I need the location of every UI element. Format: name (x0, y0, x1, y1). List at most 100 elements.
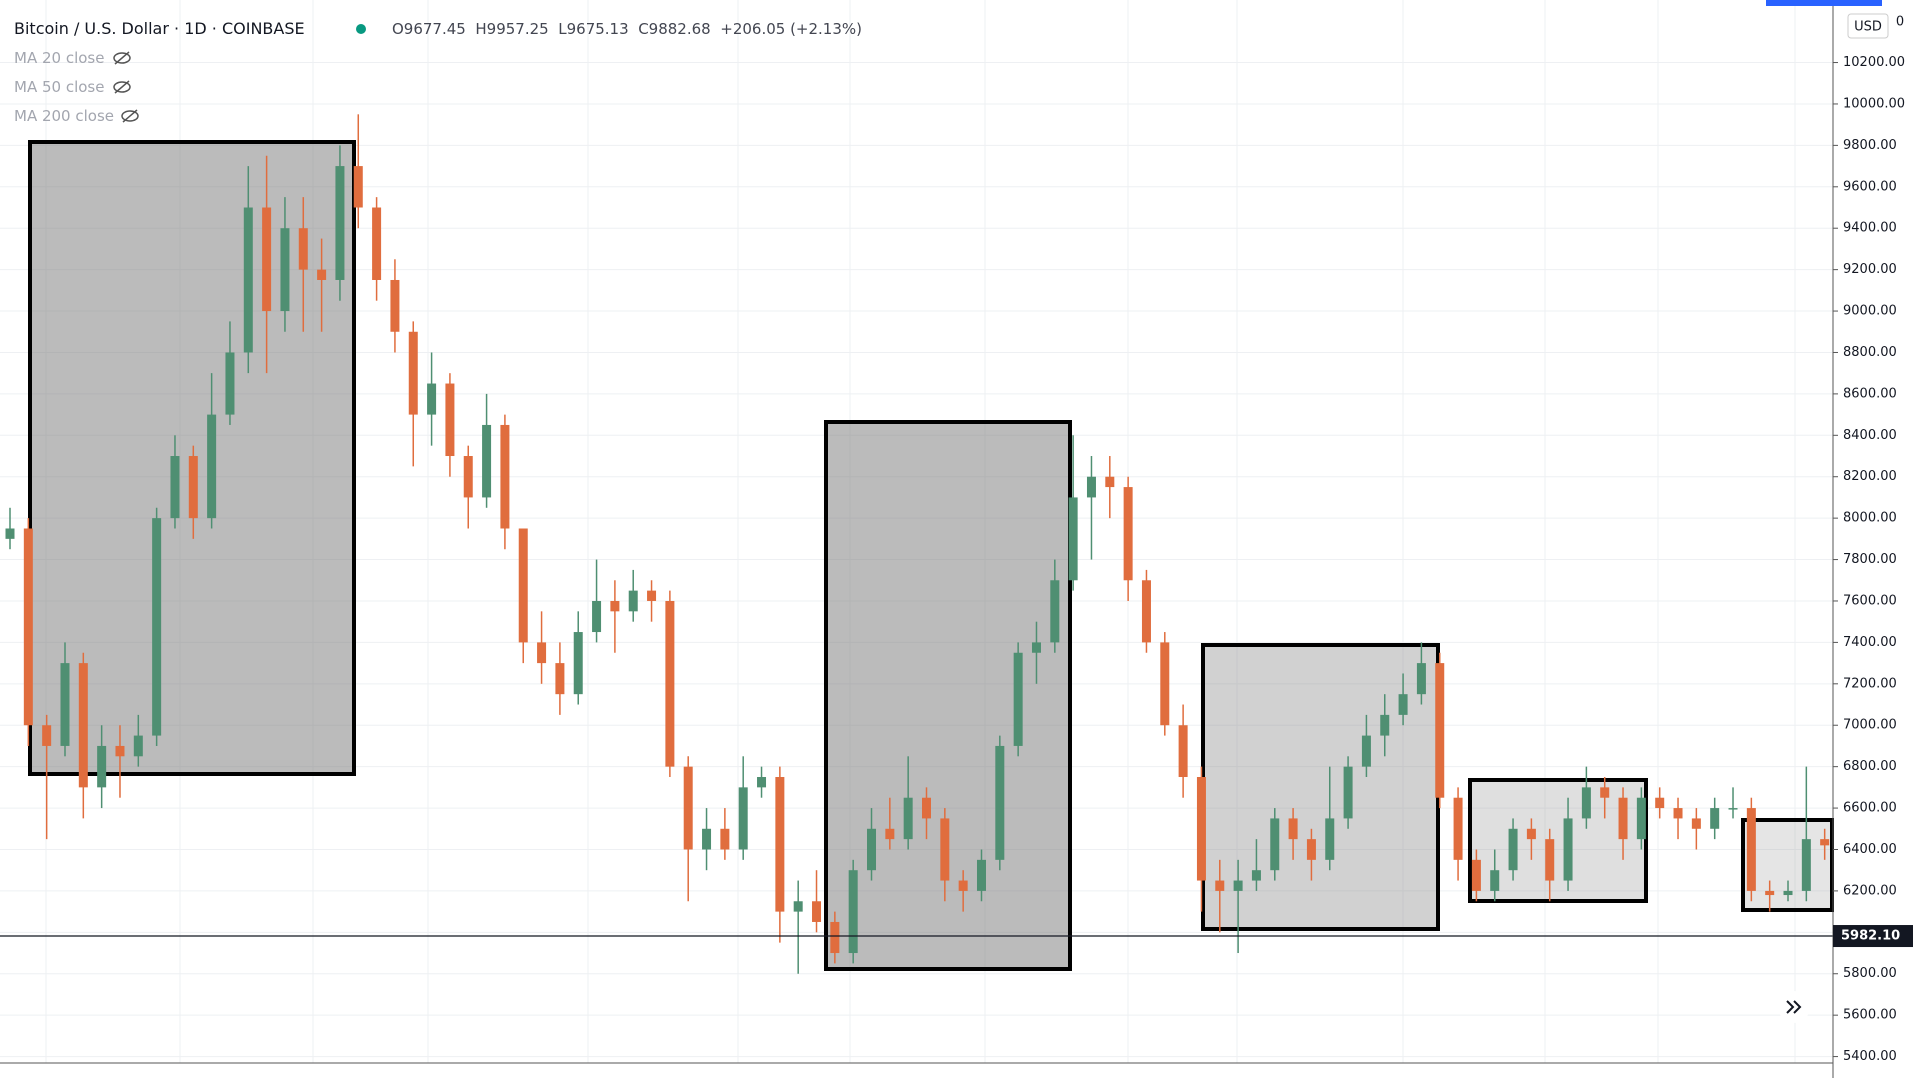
y-tick-label: 8200.00 (1843, 469, 1897, 484)
candle-body (1178, 725, 1188, 778)
y-tick-label: 8800.00 (1843, 345, 1897, 360)
currency-label: USD (1854, 20, 1882, 35)
candle-body (1215, 880, 1225, 891)
candles (0, 114, 1833, 974)
candle-body (573, 632, 583, 695)
candle-body (665, 600, 675, 767)
candle-body (1673, 808, 1683, 819)
candle-body (133, 735, 143, 757)
candle-body (170, 456, 180, 519)
candle-body (1123, 487, 1133, 581)
candle-body (1251, 870, 1261, 881)
candle-body (1288, 818, 1298, 840)
eye-icon[interactable] (113, 81, 131, 93)
indicator-label[interactable]: MA 20 close (14, 49, 104, 67)
candle-body (1435, 663, 1445, 798)
candle-body (830, 921, 840, 954)
candle-body (976, 859, 986, 891)
candle-body (408, 331, 418, 415)
y-tick-label: 9400.00 (1843, 221, 1897, 236)
hidden-icons (113, 51, 139, 123)
rectangle-drawing (824, 420, 1072, 971)
candle-body (1050, 580, 1060, 643)
candle-body (1636, 797, 1646, 840)
candle-body (1361, 735, 1371, 767)
eye-icon[interactable] (121, 110, 139, 122)
corner-label: 0 (1896, 15, 1904, 30)
candle-body (353, 166, 363, 208)
scroll-button[interactable] (1778, 991, 1810, 1023)
toolbar-indicator (1766, 0, 1882, 6)
y-tick-label: 7800.00 (1843, 552, 1897, 567)
candle-body (500, 424, 510, 529)
candle-body (1765, 890, 1775, 896)
candle-body (1398, 694, 1408, 715)
candle-body (940, 818, 950, 881)
candle-body (1031, 642, 1041, 653)
y-tick-label: 10000.00 (1843, 96, 1905, 111)
candle-body (1160, 642, 1170, 726)
y-tick-label: 6200.00 (1843, 883, 1897, 898)
y-tick-label: 6600.00 (1843, 801, 1897, 816)
candle-body (1270, 818, 1280, 871)
y-tick-label: 8600.00 (1843, 386, 1897, 401)
candle-body (1196, 777, 1206, 881)
candle-body (372, 207, 382, 280)
close-value: C9882.68 (638, 20, 711, 38)
candle-body (738, 787, 748, 850)
y-tick-label: 10200.00 (1843, 55, 1905, 70)
candle-body (317, 269, 327, 280)
candle-body (757, 777, 767, 788)
candle-body (1416, 663, 1426, 695)
y-tick-label: 8000.00 (1843, 511, 1897, 526)
y-tick-label: 7400.00 (1843, 635, 1897, 650)
candle-body (1746, 808, 1756, 891)
indicator-name: MA 50 close (14, 78, 105, 96)
status-dot (356, 24, 366, 34)
candle-body (922, 797, 931, 819)
candle-body (1233, 880, 1243, 891)
price-label: 5982.10 (1841, 929, 1900, 944)
currency-badge (1847, 13, 1889, 39)
rectangle-drawing (1468, 778, 1648, 903)
candle-body (5, 528, 15, 539)
indicator-label[interactable]: MA 50 close (14, 78, 104, 96)
candle-body (1306, 839, 1316, 860)
candle-body (1526, 828, 1536, 840)
symbol-title: Bitcoin / U.S. Dollar · 1D · COINBASE (14, 19, 305, 38)
y-tick-label: 6800.00 (1843, 759, 1897, 774)
dot (356, 24, 366, 34)
y-tick-label: 7000.00 (1843, 718, 1897, 733)
candle-body (537, 642, 547, 664)
candle-body (1490, 870, 1500, 891)
eye-icon[interactable] (113, 52, 131, 64)
ohlc-values: O9677.45 H9957.25 L9675.13 C9882.68 +206… (392, 20, 862, 38)
candle-body (1655, 797, 1665, 809)
candle-body (867, 828, 877, 871)
candle-body (903, 797, 913, 840)
y-tick-label: 9000.00 (1843, 304, 1897, 319)
eye-slash (114, 51, 130, 65)
candle-body (610, 600, 620, 612)
candle-body (812, 901, 822, 922)
candle-body (1801, 839, 1811, 891)
candle-body (482, 424, 492, 498)
candle-body (390, 279, 400, 332)
candle-body (243, 207, 253, 353)
candle-body (463, 456, 473, 498)
candle-body (78, 663, 88, 788)
indicator-label[interactable]: MA 200 close (14, 107, 114, 125)
open-value: O9677.45 (392, 20, 466, 38)
candle-body (60, 663, 70, 746)
candle-body (1618, 797, 1628, 840)
candle-body (1471, 859, 1481, 891)
price-label-box (1833, 925, 1913, 948)
y-tick-label: 7600.00 (1843, 593, 1897, 608)
candle-body (1453, 797, 1463, 860)
candle-body (1141, 580, 1151, 643)
y-tick-label: 5600.00 (1843, 1008, 1897, 1023)
candle-body (1820, 839, 1830, 846)
candle-body (1343, 766, 1353, 819)
chevron-icon (1786, 1000, 1802, 1014)
